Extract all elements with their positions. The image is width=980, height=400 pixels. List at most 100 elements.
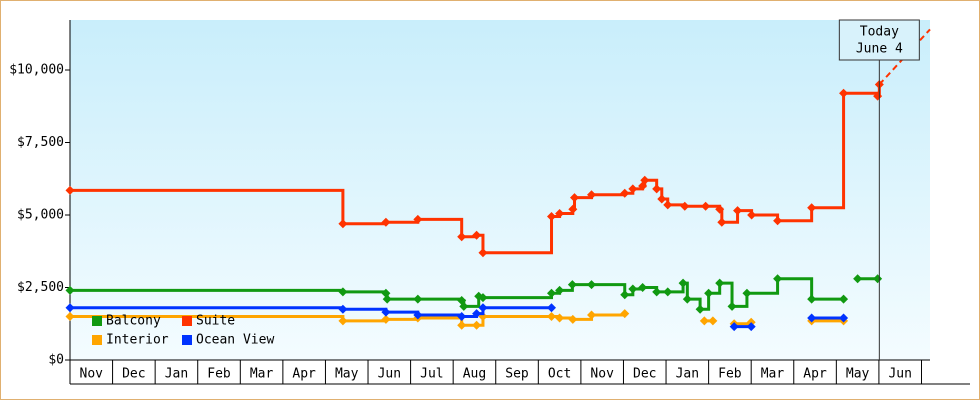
point: [652, 184, 662, 194]
x-tick-label: Jun: [378, 367, 401, 382]
x-tick-label: Sep: [505, 367, 529, 382]
point: [555, 285, 565, 295]
point: [547, 303, 557, 313]
point: [678, 278, 688, 288]
point: [567, 280, 577, 290]
legend-label: Balcony: [106, 314, 161, 329]
x-tick-label: Feb: [207, 367, 231, 382]
point: [570, 193, 580, 203]
x-tick-label: Mar: [250, 367, 274, 382]
point: [638, 282, 648, 292]
point: [382, 294, 392, 304]
point: [620, 309, 630, 319]
x-tick-label: Feb: [718, 367, 742, 382]
point: [708, 316, 718, 326]
point: [773, 216, 783, 226]
point: [742, 288, 752, 298]
legend-label: Interior: [106, 333, 169, 348]
point: [628, 184, 638, 194]
point: [338, 287, 348, 297]
point: [472, 230, 482, 240]
point: [701, 201, 711, 211]
point: [568, 314, 578, 324]
point: [338, 316, 348, 326]
point: [853, 274, 863, 284]
x-tick-label: Jun: [888, 367, 911, 382]
point: [381, 314, 391, 324]
x-tick-label: Nov: [80, 367, 104, 382]
point: [695, 304, 705, 314]
point: [413, 294, 423, 304]
point: [587, 310, 597, 320]
point: [478, 303, 488, 313]
x-tick-label: May: [846, 367, 870, 382]
point: [657, 194, 667, 204]
point: [65, 285, 75, 295]
point: [381, 217, 391, 227]
point: [807, 203, 817, 213]
point: [839, 294, 849, 304]
point: [381, 307, 391, 317]
legend-swatch: [182, 316, 192, 326]
point: [568, 204, 578, 214]
point: [65, 311, 75, 321]
x-tick-label: Jul: [420, 367, 443, 382]
point: [478, 248, 488, 258]
point: [459, 301, 469, 311]
x-tick-label: Nov: [590, 367, 614, 382]
y-tick-label: $7,500: [17, 135, 64, 150]
point: [547, 288, 557, 298]
point: [381, 288, 391, 298]
point: [729, 322, 739, 332]
point: [547, 211, 557, 221]
point: [620, 188, 630, 198]
x-tick-label: Dec: [633, 367, 656, 382]
point: [587, 190, 597, 200]
x-tick-label: Oct: [548, 367, 571, 382]
today-label: Today: [860, 25, 899, 40]
point: [873, 91, 883, 101]
point: [773, 274, 783, 284]
point: [873, 274, 883, 284]
point: [413, 310, 423, 320]
legend-label: Suite: [196, 314, 235, 329]
y-tick-label: $10,000: [9, 62, 64, 77]
y-tick-label: $0: [48, 353, 64, 368]
x-tick-label: Jan: [165, 367, 188, 382]
legend-swatch: [92, 316, 102, 326]
today-label: June 4: [856, 42, 903, 57]
legend-swatch: [92, 335, 102, 345]
point: [715, 278, 725, 288]
projection-line: [878, 28, 931, 86]
point: [807, 313, 817, 323]
point: [472, 309, 482, 319]
point: [555, 313, 565, 323]
point: [807, 294, 817, 304]
point: [628, 284, 638, 294]
point: [680, 201, 690, 211]
point: [733, 206, 743, 216]
point: [65, 303, 75, 313]
point: [472, 320, 482, 330]
point: [663, 200, 673, 210]
point: [457, 311, 467, 321]
point: [663, 287, 673, 297]
y-tick-label: $2,500: [17, 280, 64, 295]
point: [699, 316, 709, 326]
x-tick-label: Jan: [676, 367, 699, 382]
point: [715, 204, 725, 214]
y-tick-label: $5,000: [17, 207, 64, 222]
point: [587, 280, 597, 290]
point: [338, 219, 348, 229]
x-tick-label: Dec: [122, 367, 145, 382]
point: [65, 185, 75, 195]
point: [704, 288, 714, 298]
x-tick-label: Mar: [761, 367, 785, 382]
point: [652, 287, 662, 297]
point: [413, 214, 423, 224]
point: [457, 320, 467, 330]
point: [478, 293, 488, 303]
point: [717, 217, 727, 227]
x-tick-label: Apr: [803, 367, 827, 382]
point: [338, 304, 348, 314]
